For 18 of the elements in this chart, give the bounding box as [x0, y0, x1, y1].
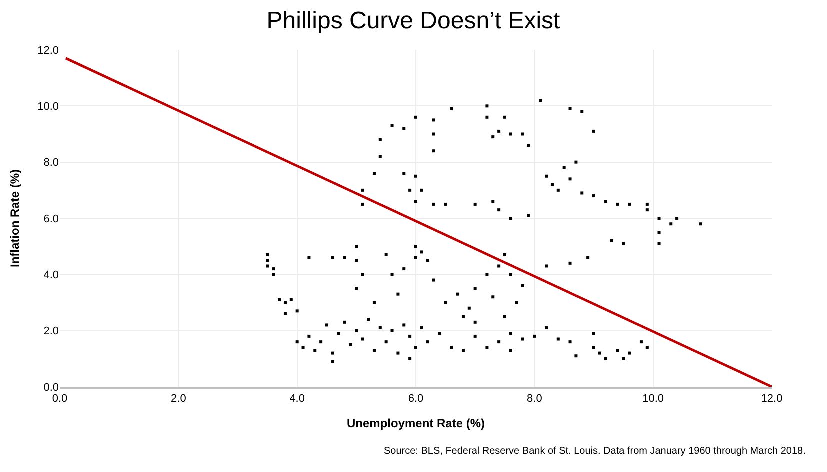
- x-tick-label: 12.0: [761, 392, 783, 405]
- y-tick-label: 12.0: [38, 44, 59, 57]
- x-tick-label: 4.0: [290, 392, 305, 405]
- x-tick-label: 6.0: [408, 392, 424, 405]
- y-tick-label: 4.0: [44, 270, 59, 282]
- source-note: Source: BLS, Federal Reserve Bank of St. Louis. Data from January 1960 through March 2018.: [384, 446, 806, 457]
- chart-title: Phillips Curve Doesn’t Exist: [266, 8, 561, 35]
- x-tick-label: 10.0: [642, 392, 664, 405]
- y-tick-label: 10.0: [38, 101, 59, 114]
- x-tick-label: 2.0: [171, 392, 186, 405]
- x-tick-label: 8.0: [527, 392, 542, 405]
- y-axis-title: Inflation Rate (%): [8, 170, 22, 268]
- x-tick-label: 0.0: [52, 392, 68, 405]
- x-axis-title: Unemployment Rate (%): [346, 416, 486, 430]
- y-tick-label: 2.0: [44, 326, 59, 338]
- y-tick-label: 8.0: [44, 157, 59, 170]
- y-tick-label: 6.0: [44, 213, 59, 226]
- y-tick-label: 0.0: [44, 382, 59, 394]
